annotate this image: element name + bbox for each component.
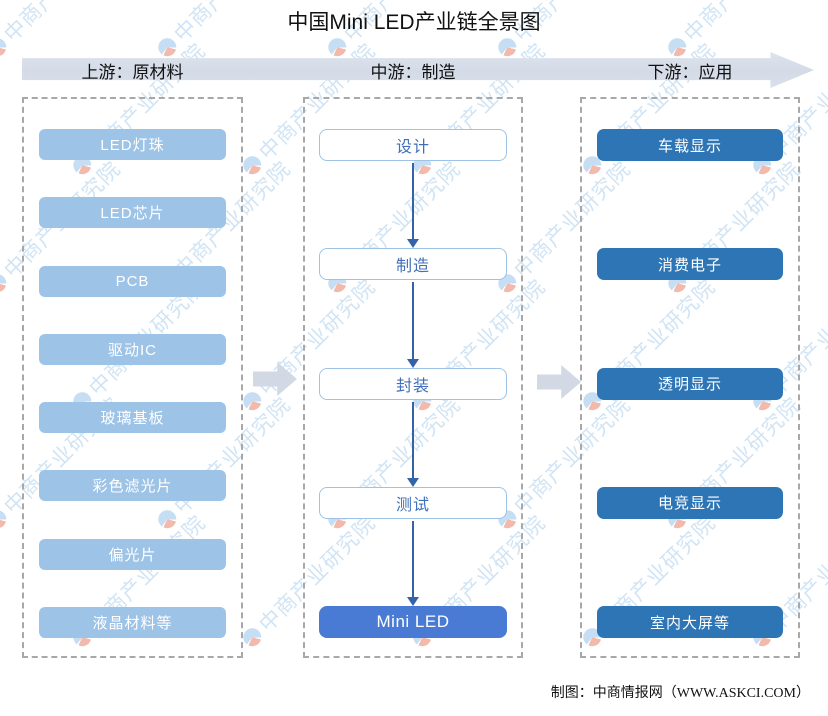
upstream-item: 驱动IC	[39, 333, 226, 365]
downstream-item: 车载显示	[597, 129, 783, 161]
midstream-to-downstream-arrow-icon	[537, 365, 581, 399]
downstream-item: 消费电子	[597, 248, 783, 281]
downstream-item: 透明显示	[597, 367, 783, 400]
watermark-logo-icon	[0, 34, 11, 60]
down-arrow-icon	[319, 519, 507, 607]
page-title: 中国Mini LED产业链全景图	[287, 11, 541, 34]
upstream-item: 玻璃基板	[39, 402, 226, 434]
downstream-item: 室内大屏等	[597, 606, 783, 638]
watermark-logo-icon	[0, 506, 11, 532]
down-arrow-icon	[319, 280, 507, 368]
down-arrow-icon	[319, 161, 507, 249]
section-label-upstream: 上游：原材料	[81, 62, 184, 82]
midstream-step: 设计	[319, 129, 507, 161]
upstream-item: 彩色滤光片	[39, 470, 226, 502]
watermark-logo-icon	[239, 388, 266, 414]
credit-text: 制图：中商情报网（WWW.ASKCI.COM）	[550, 686, 810, 701]
midstream-panel: 设计 制造 封装 测试 Mini LED	[303, 97, 523, 658]
upstream-item: LED灯珠	[39, 129, 226, 160]
upstream-item: LED芯片	[39, 197, 226, 229]
downstream-panel: 车载显示 消费电子 透明显示 电竞显示 室内大屏等	[580, 97, 800, 658]
midstream-step: 封装	[319, 367, 507, 400]
midstream-final-product: Mini LED	[319, 606, 507, 638]
upstream-panel: LED灯珠 LED芯片 PCB 驱动IC 玻璃基板 彩色滤光片 偏光片 液晶材料…	[22, 97, 243, 658]
down-arrow-icon	[319, 400, 507, 488]
section-label-downstream: 下游：应用	[647, 62, 733, 82]
upstream-item: 偏光片	[39, 538, 226, 570]
downstream-item: 电竞显示	[597, 486, 783, 519]
watermark-logo-icon	[0, 270, 11, 296]
upstream-to-midstream-arrow-icon	[253, 362, 297, 396]
watermark-logo-icon	[239, 152, 266, 178]
watermark-logo-icon	[239, 624, 266, 650]
midstream-step: 测试	[319, 486, 507, 519]
upstream-item: 液晶材料等	[39, 606, 226, 638]
section-label-midstream: 中游：制造	[370, 62, 456, 82]
midstream-step: 制造	[319, 248, 507, 281]
upstream-item: PCB	[39, 265, 226, 297]
